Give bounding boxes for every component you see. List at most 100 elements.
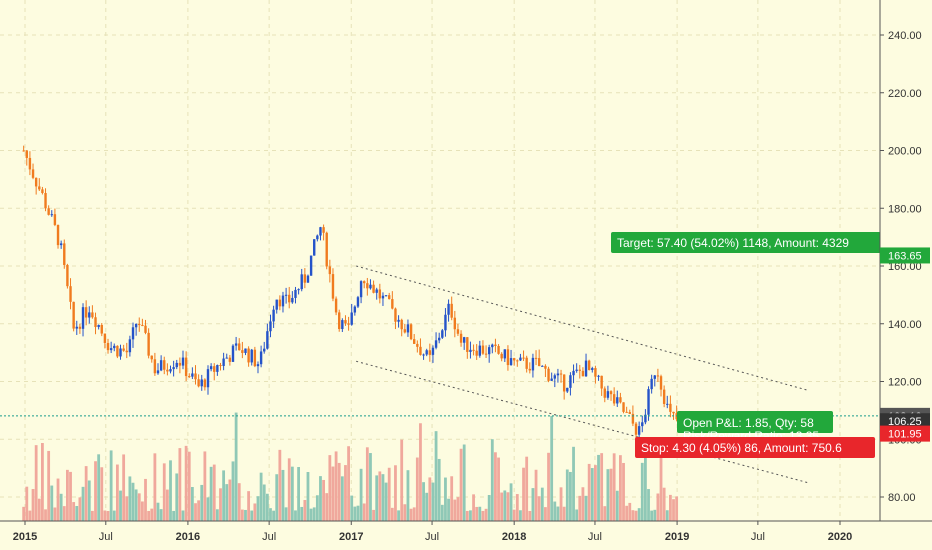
volume-bar <box>422 482 425 521</box>
candle-body <box>316 235 319 240</box>
volume-bar <box>415 457 419 521</box>
candle-body <box>569 375 572 388</box>
volume-bar <box>378 471 382 521</box>
candle-body <box>366 283 369 289</box>
candle-body <box>81 307 85 329</box>
candle-body <box>456 329 460 334</box>
candle-body <box>481 345 485 354</box>
volume-bar <box>609 468 613 521</box>
target-label[interactable]: Target: 57.40 (54.02%) 1148, Amount: 432… <box>611 232 881 253</box>
x-tick-label: Jul <box>751 531 765 543</box>
volume-bar <box>87 480 91 521</box>
candle-body <box>519 357 522 361</box>
volume-bar <box>444 477 447 521</box>
candle-body <box>44 193 47 209</box>
candle-body <box>478 345 482 356</box>
candle-body <box>253 349 257 367</box>
candle-body <box>281 295 285 307</box>
candle-body <box>375 289 378 293</box>
candle-body <box>328 266 332 275</box>
volume-bar <box>250 510 254 521</box>
volume-bar <box>650 510 654 521</box>
volume-bar <box>228 479 232 521</box>
price-axis-label: 106.25 <box>888 416 922 428</box>
volume-bar <box>519 510 522 521</box>
volume-bar <box>497 457 500 521</box>
volume-bar <box>494 452 497 521</box>
volume-bar <box>412 507 416 521</box>
candle-body <box>100 324 103 334</box>
volume-bar <box>22 506 26 521</box>
candle-body <box>487 347 491 355</box>
volume-bar <box>234 412 238 521</box>
volume-bar <box>656 493 660 521</box>
volume-bars <box>22 412 679 521</box>
candle-body <box>197 379 200 387</box>
candle-body <box>291 297 294 303</box>
stop-label[interactable]: Stop: 4.30 (4.05%) 86, Amount: 750.6 <box>635 437 875 458</box>
volume-bar <box>312 507 316 521</box>
volume-bar <box>340 476 344 521</box>
candle-body <box>284 294 288 296</box>
volume-bar <box>600 453 604 521</box>
volume-bar <box>369 453 372 521</box>
volume-bar <box>640 462 644 521</box>
trend-channel[interactable] <box>356 265 808 484</box>
candle-body <box>169 369 172 372</box>
y-axis-background <box>880 0 932 550</box>
candle-body <box>266 331 269 349</box>
candle-body <box>506 349 510 366</box>
volume-bar <box>222 470 226 521</box>
candle-body <box>147 332 150 356</box>
volume-bar <box>334 451 338 521</box>
volume-bar <box>197 500 201 521</box>
open-pnl-text: Open P&L: 1.85, Qty: 58 <box>683 416 814 430</box>
volume-bar <box>287 458 291 521</box>
candle-body <box>394 308 397 322</box>
candle-body <box>297 289 300 291</box>
volume-bar <box>41 442 44 521</box>
volume-bar <box>353 506 357 521</box>
volume-bar <box>90 510 94 521</box>
candle-body <box>244 348 247 353</box>
volume-bar <box>365 447 369 521</box>
candle-body <box>641 422 644 427</box>
candle-body <box>566 387 569 392</box>
candle-body <box>619 397 622 403</box>
stop-label-box <box>635 437 875 458</box>
candle-body <box>216 365 219 372</box>
candle-body <box>556 373 560 376</box>
candle-body <box>353 306 357 313</box>
volume-bar <box>237 483 241 521</box>
candle-body <box>603 388 606 398</box>
volume-bar <box>384 482 388 521</box>
volume-bar <box>581 487 585 521</box>
x-tick-label: Jul <box>588 531 602 543</box>
volume-bar <box>590 468 594 521</box>
volume-bar <box>509 483 513 521</box>
volume-bar <box>300 506 304 521</box>
candle-body <box>416 343 419 347</box>
candle-body <box>134 323 138 328</box>
candle-body <box>494 344 497 346</box>
volume-bar <box>631 510 635 521</box>
volume-bar <box>153 453 157 521</box>
candle-body <box>209 366 213 370</box>
volume-bar <box>131 482 135 521</box>
candle-body <box>431 347 435 355</box>
x-axis-ticks: 2015 Jul 2016 Jul 2017 Jul 2018 Jul 2019 Jul 2020 <box>13 521 852 543</box>
volume-bar <box>619 455 622 521</box>
candle-body <box>234 343 238 346</box>
candle-body <box>222 358 225 366</box>
volume-bar <box>503 490 507 521</box>
volume-bar <box>203 451 207 521</box>
candle-body <box>378 289 382 299</box>
candle-body <box>119 348 122 357</box>
volume-bar <box>428 477 432 521</box>
volume-bar <box>531 488 535 521</box>
candle-body <box>425 350 428 355</box>
volume-bar <box>584 495 588 521</box>
candle-body <box>156 370 160 374</box>
candle-body <box>413 339 416 344</box>
